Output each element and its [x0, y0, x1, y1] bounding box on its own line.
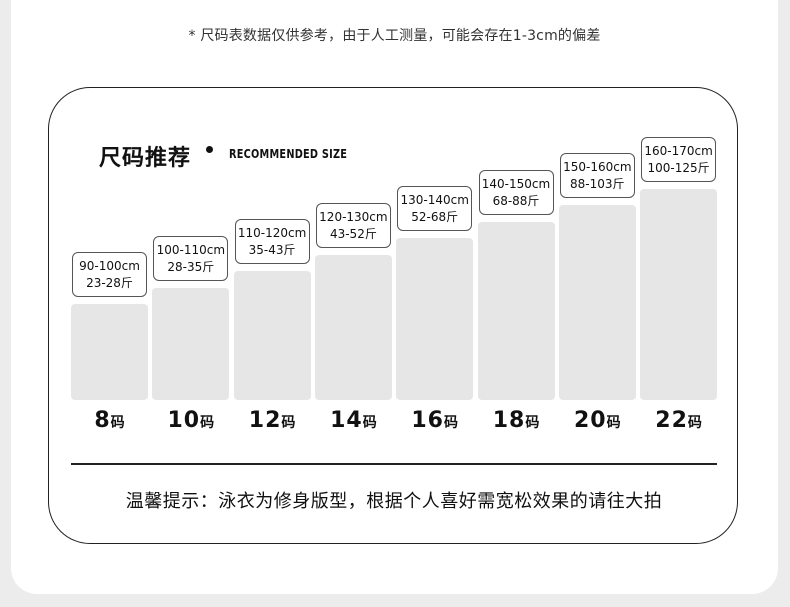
size-label: 20码 [559, 408, 636, 433]
size-unit: 码 [200, 415, 215, 431]
weight-range: 23-28斤 [86, 276, 133, 290]
height-range: 160-170cm [644, 143, 713, 158]
size-number: 8 [94, 408, 111, 433]
height-range: 150-160cm [563, 160, 632, 174]
size-number: 12 [248, 408, 282, 433]
size-bar [233, 271, 311, 400]
size-recommendation-card: 尺码推荐 RECOMMENDED SIZE 90-100cm 23-28斤 8码 10… [48, 87, 738, 544]
size-label: 16码 [396, 408, 473, 433]
size-label: 18码 [478, 408, 555, 433]
size-chart-sheet: * 尺码表数据仅供参考，由于人工测量，可能会存在1-3cm的偏差 尺码推荐 RE… [11, 0, 778, 594]
height-range: 90-100cm [79, 259, 140, 273]
size-label: 22码 [640, 408, 717, 433]
height-range: 140-150cm [481, 176, 551, 191]
size-unit: 码 [606, 415, 621, 431]
size-range-label: 140-150cm 68-88斤 [478, 169, 554, 215]
weight-range: 35-43斤 [248, 243, 296, 257]
size-range-label: 110-120cm 35-43斤 [234, 219, 310, 264]
height-range: 130-140cm [400, 193, 469, 207]
height-range: 120-130cm [319, 209, 388, 224]
size-bar [396, 238, 474, 400]
size-unit: 码 [444, 415, 458, 431]
title-chinese: 尺码推荐 [99, 146, 192, 171]
title-dot-icon [206, 146, 213, 153]
size-label: 14码 [315, 408, 392, 433]
weight-range: 88-103斤 [570, 177, 625, 191]
height-range: 100-110cm [156, 242, 226, 257]
size-unit: 码 [525, 415, 540, 431]
size-range-label: 130-140cm 52-68斤 [397, 186, 473, 231]
size-range-label: 160-170cm 100-125斤 [641, 136, 717, 182]
weight-range: 100-125斤 [647, 160, 710, 175]
size-unit: 码 [110, 415, 125, 431]
size-bar [558, 205, 636, 400]
size-bar [477, 221, 555, 400]
size-unit: 码 [281, 415, 296, 431]
size-range-label: 120-130cm 43-52斤 [315, 202, 391, 248]
size-unit: 码 [362, 415, 377, 431]
fit-tip: 温馨提示：泳衣为修身版型，根据个人喜好需宽松效果的请往大拍 [125, 491, 663, 512]
size-number: 14 [330, 408, 363, 433]
size-bar [71, 304, 148, 400]
size-number: 22 [655, 408, 688, 433]
size-bar [640, 188, 718, 400]
size-number: 20 [573, 408, 607, 433]
size-unit: 码 [687, 415, 702, 431]
weight-range: 68-88斤 [492, 193, 540, 208]
weight-range: 43-52斤 [329, 226, 377, 241]
divider-line [71, 463, 717, 465]
weight-range: 52-68斤 [411, 210, 459, 224]
size-label: 12码 [234, 408, 311, 433]
height-range: 110-120cm [237, 226, 307, 240]
size-bar [152, 287, 230, 400]
weight-range: 28-35斤 [167, 259, 215, 274]
size-range-label: 150-160cm 88-103斤 [559, 153, 635, 198]
size-number: 10 [167, 408, 201, 433]
size-label: 10码 [152, 408, 229, 433]
size-label: 8码 [71, 408, 148, 433]
size-range-label: 100-110cm 28-35斤 [153, 235, 229, 281]
size-number: 16 [411, 408, 444, 433]
size-range-label: 90-100cm 23-28斤 [72, 252, 147, 297]
size-bar [314, 254, 392, 400]
size-number: 18 [492, 408, 526, 433]
title-english: RECOMMENDED SIZE [229, 146, 348, 161]
measurement-note: * 尺码表数据仅供参考，由于人工测量，可能会存在1-3cm的偏差 [188, 28, 601, 44]
